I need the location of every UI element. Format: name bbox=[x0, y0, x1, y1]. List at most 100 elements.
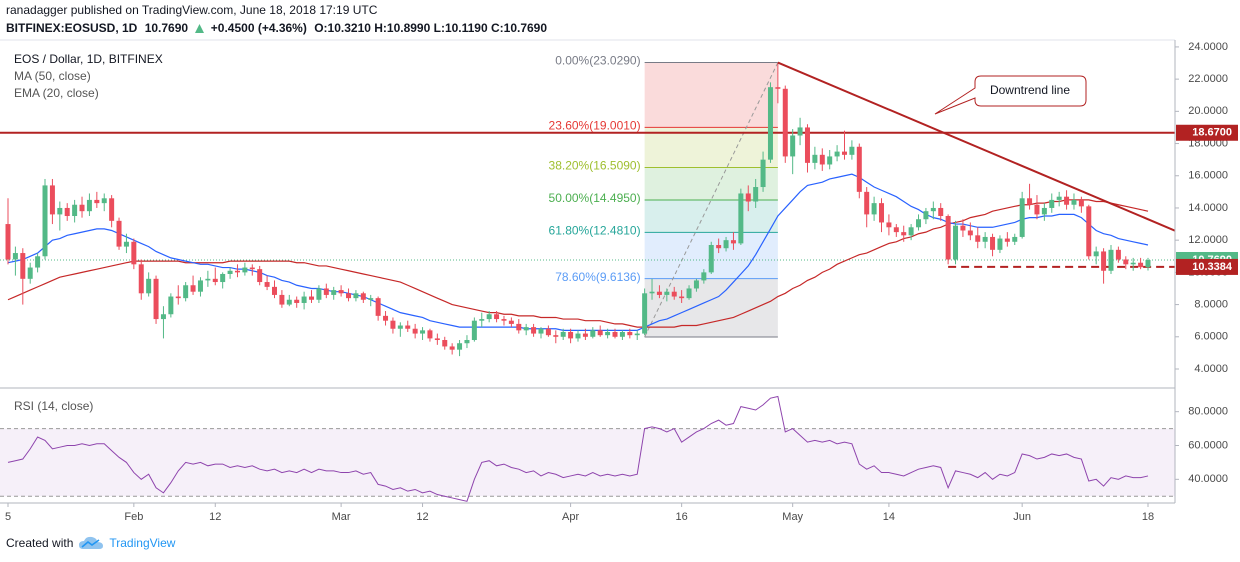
candle-body bbox=[35, 256, 41, 268]
y-tick-label: 60.0000 bbox=[1188, 439, 1228, 451]
fib-label: 50.00%(14.4950) bbox=[549, 191, 641, 205]
candle-body bbox=[679, 296, 685, 299]
candle-body bbox=[301, 296, 307, 303]
candle-body bbox=[131, 241, 137, 265]
candle-body bbox=[990, 236, 996, 250]
symbol: BITFINEX:EOSUSD, 1D bbox=[6, 21, 138, 35]
candle-body bbox=[916, 219, 922, 228]
candle-body bbox=[205, 278, 211, 281]
candle-body bbox=[420, 330, 426, 334]
header-quote: BITFINEX:EOSUSD, 1D 10.7690 +0.4500 (+4.… bbox=[6, 21, 551, 35]
candle-body bbox=[64, 207, 70, 217]
candle-body bbox=[945, 216, 951, 260]
x-tick-label: Apr bbox=[562, 511, 579, 523]
candle-body bbox=[220, 273, 226, 283]
candle-body bbox=[160, 314, 166, 320]
callout-box bbox=[934, 75, 1087, 115]
candle-body bbox=[286, 299, 292, 305]
candle-body bbox=[997, 238, 1003, 250]
rsi-panel bbox=[0, 395, 1175, 502]
footer-brand[interactable]: TradingView bbox=[109, 536, 176, 550]
candle-body bbox=[1123, 259, 1129, 265]
legend-entry: EMA (20, close) bbox=[14, 86, 99, 100]
candle-body bbox=[827, 156, 833, 165]
candle-body bbox=[975, 235, 981, 242]
candle-body bbox=[175, 296, 181, 299]
candle-body bbox=[701, 272, 707, 281]
candle-body bbox=[738, 193, 744, 244]
header-published: ranadagger published on TradingView.com,… bbox=[6, 3, 378, 17]
change: +0.4500 (+4.36%) bbox=[210, 21, 307, 35]
candle-body bbox=[434, 338, 440, 341]
candle-body bbox=[590, 330, 596, 337]
candle-body bbox=[834, 151, 840, 157]
candle-body bbox=[153, 278, 159, 320]
rsi-title: RSI (14, close) bbox=[14, 399, 93, 413]
candle-body bbox=[457, 343, 463, 350]
x-tick-label: 5 bbox=[5, 511, 11, 523]
candle-body bbox=[605, 331, 611, 336]
candle-body bbox=[501, 319, 507, 321]
candle-body bbox=[242, 267, 248, 273]
up-arrow bbox=[195, 24, 205, 34]
candle-body bbox=[494, 314, 500, 320]
y-tick-label: 12.0000 bbox=[1188, 234, 1228, 246]
candle-body bbox=[745, 193, 751, 202]
candle-body bbox=[360, 293, 366, 300]
candle-body bbox=[619, 331, 625, 337]
legend-entry: MA (50, close) bbox=[14, 69, 91, 83]
candle-body bbox=[804, 127, 810, 163]
candle-body bbox=[1086, 206, 1092, 257]
candle-body bbox=[568, 331, 574, 339]
candle-body bbox=[1056, 196, 1062, 200]
candle-body bbox=[397, 325, 403, 329]
footer: Created with TradingView bbox=[6, 536, 175, 550]
y-tick-label: 22.0000 bbox=[1188, 73, 1228, 85]
candle-body bbox=[671, 291, 677, 297]
candle-body bbox=[1049, 199, 1055, 208]
indicator-line bbox=[7, 199, 1149, 328]
candle-body bbox=[316, 288, 322, 300]
candle-body bbox=[775, 87, 781, 89]
x-tick-label: Jun bbox=[1013, 511, 1031, 523]
y-tick-label: 24.0000 bbox=[1188, 41, 1228, 53]
candle-body bbox=[649, 291, 655, 294]
candle-body bbox=[346, 293, 352, 299]
candle-body bbox=[560, 331, 566, 337]
candle-body bbox=[338, 290, 344, 294]
candle-body bbox=[479, 319, 485, 321]
fib-label: 61.80%(12.4810) bbox=[549, 224, 641, 238]
candle-body bbox=[212, 278, 218, 283]
candle-body bbox=[257, 269, 263, 283]
footer-text: Created with bbox=[6, 536, 74, 550]
candle-body bbox=[627, 331, 633, 336]
candle-body bbox=[442, 340, 448, 347]
candle-body bbox=[1108, 249, 1114, 271]
candle-body bbox=[693, 280, 699, 289]
x-tick-label: 12 bbox=[416, 511, 428, 523]
chart: Downtrend line EOS / Dollar, 1D, BITFINE… bbox=[0, 39, 1238, 523]
candle-body bbox=[753, 187, 759, 202]
price-tag bbox=[1176, 258, 1238, 275]
y-tick-label: 14.0000 bbox=[1188, 202, 1228, 214]
candle-body bbox=[1041, 207, 1047, 215]
fib-zone bbox=[644, 62, 778, 128]
x-tick-label: Mar bbox=[332, 511, 351, 523]
candle-body bbox=[1101, 251, 1107, 271]
ohlc: O:10.3210 H:10.8990 L:10.1190 C:10.7690 bbox=[314, 21, 548, 35]
candle-body bbox=[612, 331, 618, 337]
candle-body bbox=[20, 253, 26, 279]
candle-body bbox=[908, 227, 914, 236]
candle-body bbox=[1034, 204, 1040, 215]
fib-zone bbox=[644, 127, 778, 168]
candle-body bbox=[841, 151, 847, 155]
candle-body bbox=[49, 185, 55, 215]
candle-body bbox=[138, 264, 144, 294]
candle-body bbox=[1078, 199, 1084, 207]
callout: Downtrend line bbox=[934, 75, 1087, 115]
candle-body bbox=[1145, 259, 1151, 268]
fib-label: 38.20%(16.5090) bbox=[549, 159, 641, 173]
candle-body bbox=[227, 270, 233, 274]
candle-body bbox=[234, 270, 240, 273]
